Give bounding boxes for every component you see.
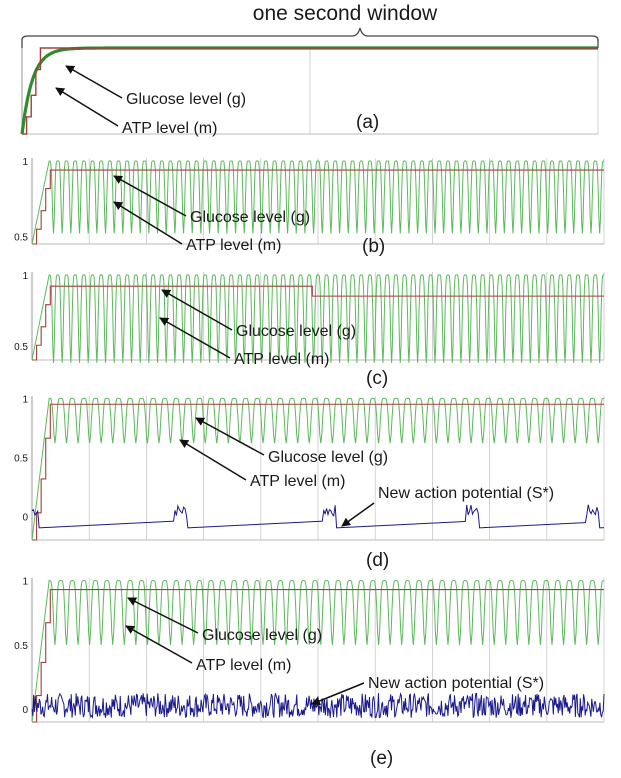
panel-c-tick-label: 1 — [22, 271, 28, 282]
panel-label-a: (a) — [356, 112, 379, 133]
arrow-atp-c — [159, 317, 231, 359]
panel-label-d: (d) — [366, 550, 389, 571]
arrow-atp-d — [179, 439, 247, 481]
atp-series-c — [32, 285, 604, 361]
glucose-series-d — [31, 397, 605, 541]
panel-e-tick-label: 0 — [22, 705, 28, 716]
window-brace — [21, 27, 599, 48]
action-potential-label-e: New action potential (S*) — [368, 675, 544, 692]
arrow-atp-e — [125, 625, 193, 664]
panel-d: 10.50 — [14, 394, 605, 541]
action-potential-series-d — [31, 504, 605, 529]
atp-label-e: ATP level (m) — [196, 657, 291, 674]
arrow-glucose-b — [113, 175, 187, 217]
glucose-label-b: Glucose level (g) — [190, 209, 310, 226]
panel-b-tick-label: 0.5 — [14, 232, 28, 243]
panel-d-tick-label: 0.5 — [14, 453, 28, 464]
panel-d-tick-label: 0 — [22, 512, 28, 523]
arrow-action-potential-d — [341, 502, 375, 527]
panel-d-tick-label: 1 — [22, 394, 28, 405]
glucose-series-b — [31, 160, 605, 245]
arrow-glucose-c — [161, 289, 233, 331]
panel-e: 10.50 — [14, 577, 605, 723]
glucose-label-e: Glucose level (g) — [202, 627, 322, 644]
arrow-glucose-d — [195, 417, 265, 456]
panel-c-tick-label: 0.5 — [14, 342, 28, 353]
arrow-action-potential-e — [311, 682, 365, 706]
action-potential-label-d: New action potential (S*) — [378, 485, 554, 502]
atp-label-d: ATP level (m) — [250, 473, 345, 490]
panel-e-tick-label: 0.5 — [14, 641, 28, 652]
atp-series-a — [22, 47, 598, 135]
atp-series-d — [32, 403, 604, 541]
atp-label-a: ATP level (m) — [122, 120, 217, 137]
panel-b-tick-label: 1 — [22, 157, 28, 168]
panel-c: 10.5 — [14, 271, 605, 363]
annotations: Glucose level (g) ATP level (m) (a) Gluc… — [122, 91, 554, 769]
panel-b: 10.5 — [14, 157, 605, 245]
window-label: one second window — [253, 2, 438, 25]
atp-series-b — [32, 169, 604, 245]
atp-label-b: ATP level (m) — [186, 237, 281, 254]
atp-label-c: ATP level (m) — [234, 351, 329, 368]
arrows — [55, 65, 375, 706]
arrow-atp-b — [113, 201, 183, 245]
arrow-glucose-e — [127, 597, 199, 634]
action-potential-series-e — [31, 692, 605, 720]
glucose-label-c: Glucose level (g) — [236, 323, 356, 340]
panel-label-b: (b) — [362, 236, 385, 257]
glucose-series-e — [31, 580, 605, 723]
panel-label-e: (e) — [370, 748, 393, 769]
arrow-atp-a — [55, 87, 119, 127]
panel-e-tick-label: 1 — [22, 577, 28, 588]
glucose-label-a: Glucose level (g) — [126, 91, 246, 108]
glucose-label-d: Glucose level (g) — [268, 449, 388, 466]
panel-a — [20, 46, 599, 135]
panel-label-c: (c) — [366, 368, 388, 389]
glucose-series-c — [31, 274, 605, 363]
arrow-glucose-a — [65, 65, 123, 99]
